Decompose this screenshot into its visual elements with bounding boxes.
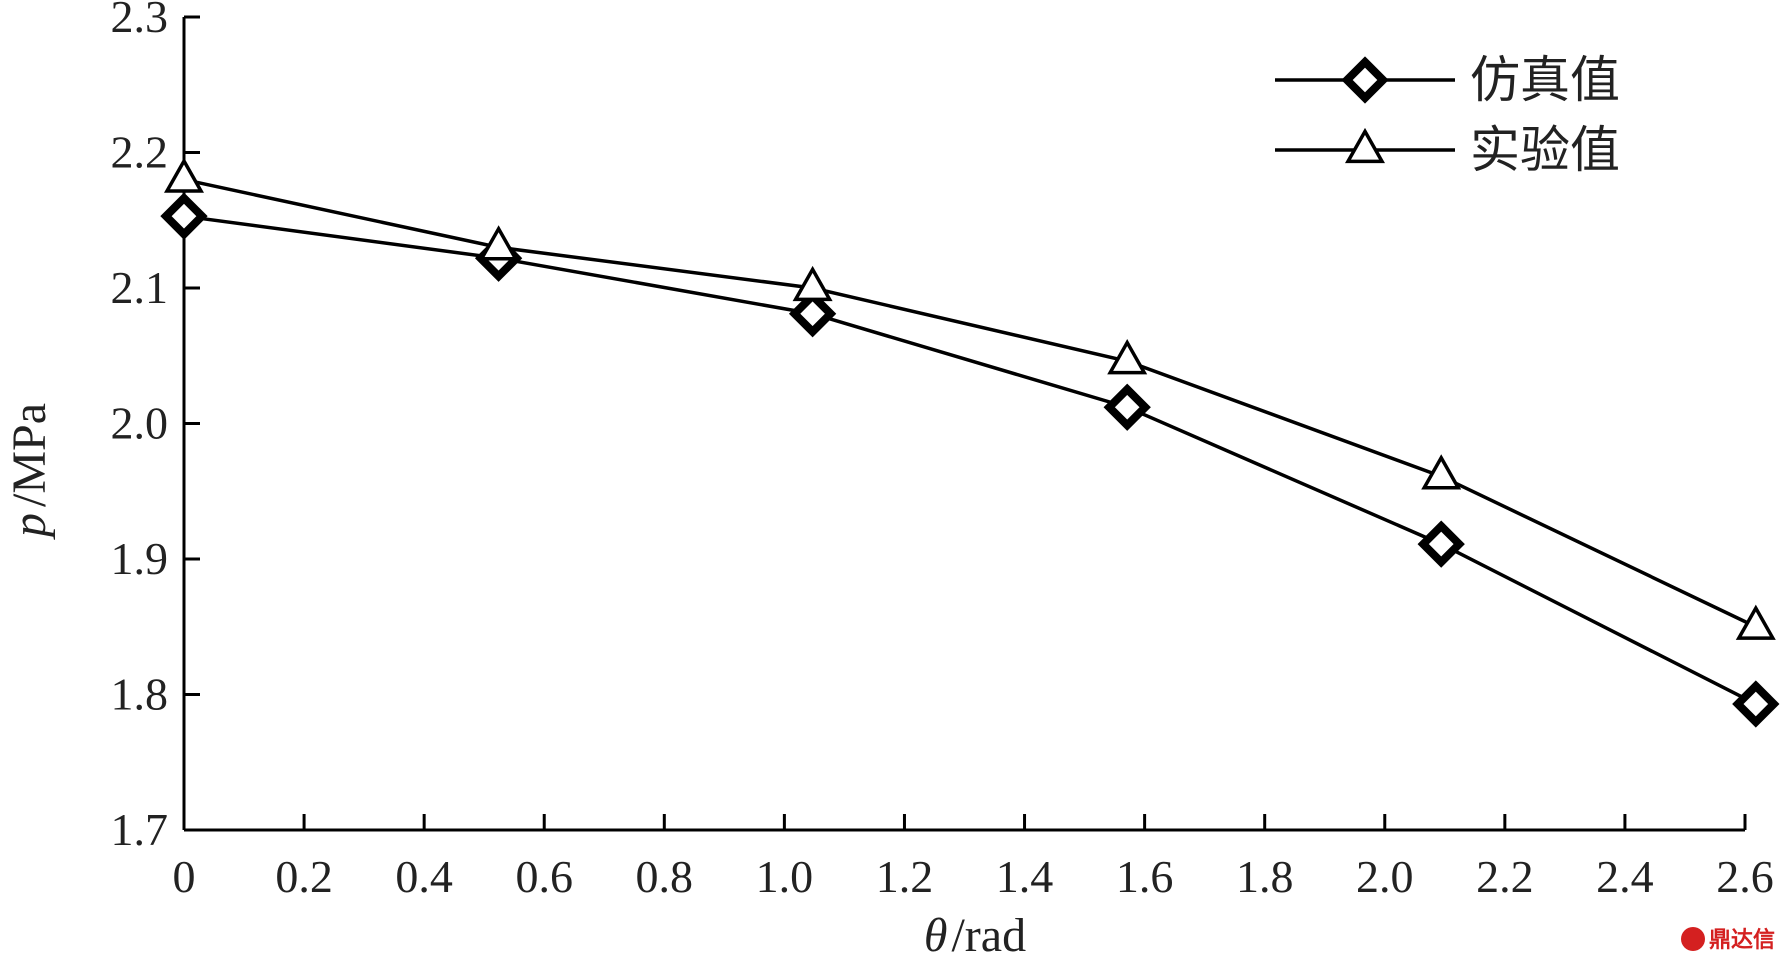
- x-axis-title: θ/rad: [924, 909, 1026, 958]
- series-line: [183, 177, 1757, 629]
- legend-label: 实验值: [1470, 121, 1620, 179]
- x-tick-label: 1.2: [876, 851, 934, 902]
- y-axis-ticks: 1.7 1.8 1.9 2.0 2.1 2.2 2.3: [111, 0, 200, 855]
- y-tick-label: 2.0: [111, 398, 169, 449]
- watermark-text: 鼎达信: [1709, 927, 1775, 953]
- triangle-point: [792, 265, 833, 302]
- x-tick-label: 0.2: [275, 851, 333, 902]
- y-tick-label: 2.2: [111, 127, 169, 178]
- x-axis-symbol: θ: [924, 909, 948, 958]
- x-tick-label: 0.8: [636, 851, 694, 902]
- triangle-point: [1421, 454, 1462, 490]
- x-tick-label: 0: [173, 851, 196, 902]
- triangle-point: [478, 225, 519, 261]
- legend-item: 实验值: [1275, 121, 1620, 179]
- diamond-point: [1417, 520, 1465, 568]
- diamond-point: [1103, 383, 1151, 431]
- series-1: [160, 192, 1780, 728]
- x-tick-label: 1.8: [1236, 851, 1294, 902]
- triangle-point: [163, 157, 205, 193]
- diamond-point: [1732, 680, 1780, 728]
- legend-marker: [1341, 56, 1389, 104]
- x-tick-label: 2.4: [1596, 851, 1654, 902]
- x-tick-label: 2.6: [1716, 851, 1774, 902]
- y-tick-label: 1.9: [111, 533, 169, 584]
- legend-label: 仿真值: [1470, 51, 1620, 109]
- x-axis-ticks: 0 0.2 0.4 0.6 0.8 1.0 1.2 1.4 1.6 1.8 2.0 2.2 2.4 2.6: [173, 814, 1774, 902]
- y-axis-unit: /MPa: [3, 403, 56, 507]
- legend-item: 仿真值: [1275, 51, 1620, 109]
- seal-icon: [1681, 927, 1705, 951]
- x-tick-label: 1.0: [756, 851, 814, 902]
- x-tick-label: 2.0: [1356, 851, 1414, 902]
- triangle-point: [1735, 604, 1776, 640]
- watermark: 鼎达信: [1681, 927, 1775, 953]
- y-tick-label: 2.1: [111, 262, 169, 313]
- legend-marker: [1344, 127, 1386, 164]
- series-layer: [160, 157, 1780, 728]
- y-tick-label: 1.8: [111, 669, 169, 720]
- x-tick-label: 1.4: [996, 851, 1054, 902]
- y-axis-title: p/MPa: [3, 403, 56, 540]
- diamond-point: [160, 192, 208, 240]
- x-tick-label: 1.6: [1116, 851, 1174, 902]
- x-tick-label: 2.2: [1476, 851, 1534, 902]
- triangle-point: [1107, 339, 1148, 375]
- diamond-point: [788, 290, 837, 338]
- y-tick-label: 1.7: [111, 804, 169, 855]
- series-2: [163, 157, 1776, 640]
- x-tick-label: 0.4: [395, 851, 453, 902]
- series-line: [183, 214, 1757, 706]
- x-axis-unit: /rad: [951, 909, 1026, 958]
- y-tick-label: 2.3: [111, 0, 169, 42]
- x-tick-label: 0.6: [515, 851, 573, 902]
- y-axis-symbol: p: [3, 513, 56, 540]
